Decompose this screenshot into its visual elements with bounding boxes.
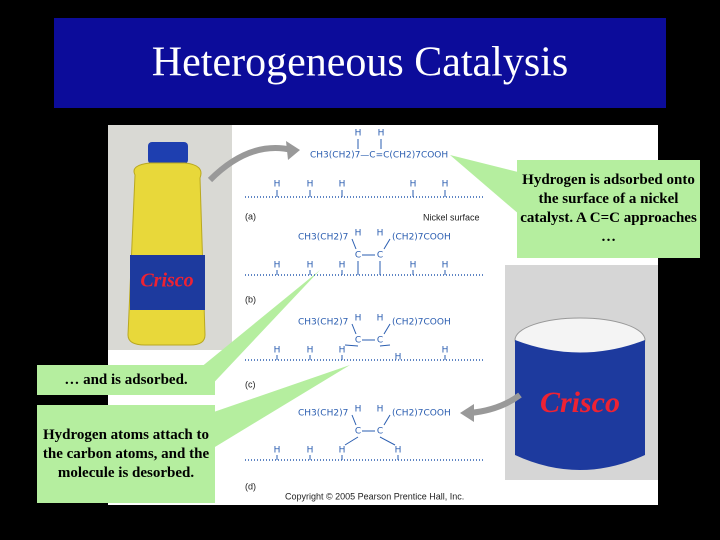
brand-label: Crisco	[140, 270, 193, 292]
panel-label: (c)	[245, 379, 256, 389]
carbon: C	[355, 251, 361, 261]
hydrogen: H	[355, 229, 362, 239]
can-body	[515, 340, 645, 470]
hydrogen: H	[307, 346, 314, 356]
hydrogen: H	[442, 261, 449, 271]
bond	[351, 238, 357, 250]
bond	[344, 344, 359, 347]
bond	[351, 323, 357, 335]
molecule: CH3(CH2)7	[298, 233, 348, 243]
bottle	[127, 162, 206, 346]
carbon: C	[355, 336, 361, 346]
bottle-label	[130, 255, 205, 310]
molecule: CH3(CH2)7—C=C(CH2)7COOH	[310, 151, 448, 161]
arrow-head	[460, 404, 474, 422]
panel-label: (b)	[245, 294, 256, 304]
callout-pointer	[450, 155, 530, 215]
bond	[383, 238, 391, 250]
bond	[383, 414, 391, 426]
hydrogen: H	[410, 261, 417, 271]
callout-pointer	[200, 270, 320, 392]
carbon: C	[355, 427, 361, 437]
molecule: CH3(CH2)7	[298, 318, 348, 328]
hydrogen: H	[377, 314, 384, 324]
hydrogen: H	[378, 129, 385, 139]
molecule: (CH2)7COOH	[392, 318, 451, 328]
brand-label: Crisco	[540, 386, 620, 419]
callout-text: Hydrogen is adsorbed onto the surface of…	[520, 172, 697, 245]
bond	[383, 323, 391, 335]
copyright: Copyright © 2005 Pearson Prentice Hall, …	[285, 491, 464, 501]
hydrogen: H	[339, 346, 346, 356]
hydrogen: H	[274, 346, 281, 356]
hydrogen: H	[339, 446, 346, 456]
hydrogen: H	[307, 180, 314, 190]
diagram: H H CH3(CH2)7—C=C(CH2)7COOH H H H H H (a) Nickel …	[245, 129, 485, 501]
callout: Hydrogen atoms attach to the carbon atom…	[37, 405, 215, 503]
hydrogen: H	[442, 180, 449, 190]
hydrogen: H	[355, 129, 362, 139]
hydrogen: H	[339, 261, 346, 271]
panel-label: (a)	[245, 211, 256, 221]
hydrogen: H	[410, 180, 417, 190]
arrow	[207, 145, 293, 183]
molecule: (CH2)7COOH	[392, 233, 451, 243]
hydrogen: H	[274, 180, 281, 190]
bond	[379, 344, 391, 347]
arrow-head	[286, 141, 300, 160]
bond	[351, 414, 357, 426]
carbon: C	[377, 251, 383, 261]
hydrogen: H	[395, 353, 402, 363]
bond	[379, 436, 396, 446]
hydrogen: H	[307, 446, 314, 456]
hydrogen: H	[355, 405, 362, 415]
hydrogen: H	[377, 229, 384, 239]
panel-label: (d)	[245, 481, 256, 491]
title: Heterogeneous Catalysis	[152, 40, 568, 86]
callout: … and is adsorbed.	[37, 365, 215, 395]
hydrogen: H	[377, 405, 384, 415]
callout-pointer	[205, 365, 350, 450]
surface-label: Nickel surface	[423, 212, 480, 222]
hydrogen: H	[274, 446, 281, 456]
callout: Hydrogen is adsorbed onto the surface of…	[517, 160, 700, 258]
title-box	[54, 18, 666, 108]
callout-text: … and is adsorbed.	[64, 371, 188, 388]
callout-text: Hydrogen atoms attach to the carbon atom…	[42, 426, 210, 481]
carbon: C	[377, 427, 383, 437]
hydrogen: H	[339, 180, 346, 190]
carbon: C	[377, 336, 383, 346]
hydrogen: H	[274, 261, 281, 271]
bond	[344, 436, 359, 446]
hydrogen: H	[307, 261, 314, 271]
molecule: CH3(CH2)7	[298, 409, 348, 419]
hydrogen: H	[442, 346, 449, 356]
hydrogen: H	[355, 314, 362, 324]
arrow	[469, 392, 522, 416]
molecule: (CH2)7COOH	[392, 409, 451, 419]
hydrogen: H	[395, 446, 402, 456]
bottle-cap	[148, 142, 188, 164]
